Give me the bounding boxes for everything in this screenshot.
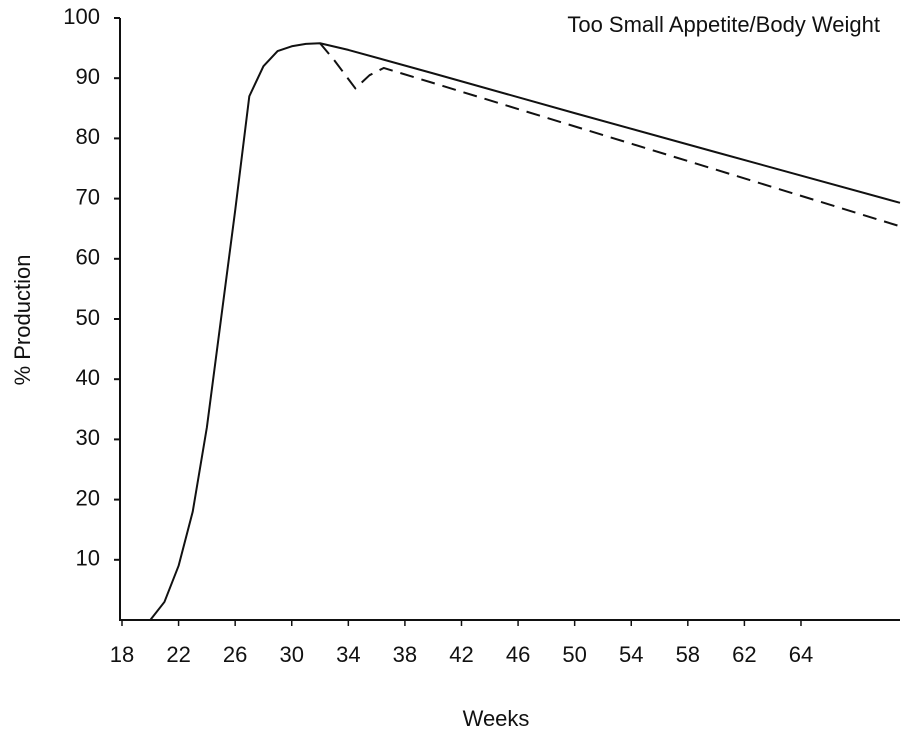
y-tick-label: 90 — [76, 64, 100, 89]
y-tick-label: 20 — [76, 485, 100, 510]
x-tick-label: 58 — [676, 642, 700, 667]
x-tick-label: 64 — [789, 642, 813, 667]
x-tick-label: 46 — [506, 642, 530, 667]
x-axis-label: Weeks — [463, 706, 530, 731]
y-tick-label: 30 — [76, 425, 100, 450]
x-tick-label: 50 — [562, 642, 586, 667]
series-line — [149, 42, 901, 621]
y-tick-label: 40 — [76, 365, 100, 390]
y-tick-label: 100 — [63, 4, 100, 29]
chart-title: Too Small Appetite/Body Weight — [567, 12, 880, 37]
x-tick-label: 22 — [166, 642, 190, 667]
x-tick-label: 38 — [393, 642, 417, 667]
y-tick-label: 60 — [76, 245, 100, 270]
y-tick-label: 80 — [76, 124, 100, 149]
x-tick-label: 62 — [732, 642, 756, 667]
x-tick-label: 18 — [110, 642, 134, 667]
y-axis-label: % Production — [10, 255, 35, 386]
x-tick-label: 42 — [449, 642, 473, 667]
y-tick-label: 10 — [76, 546, 100, 571]
y-tick-label: 70 — [76, 184, 100, 209]
x-tick-label: 54 — [619, 642, 643, 667]
x-tick-label: 30 — [280, 642, 304, 667]
series-line — [319, 42, 901, 228]
x-tick-label: 26 — [223, 642, 247, 667]
y-tick-label: 50 — [76, 305, 100, 330]
x-tick-label: 34 — [336, 642, 360, 667]
